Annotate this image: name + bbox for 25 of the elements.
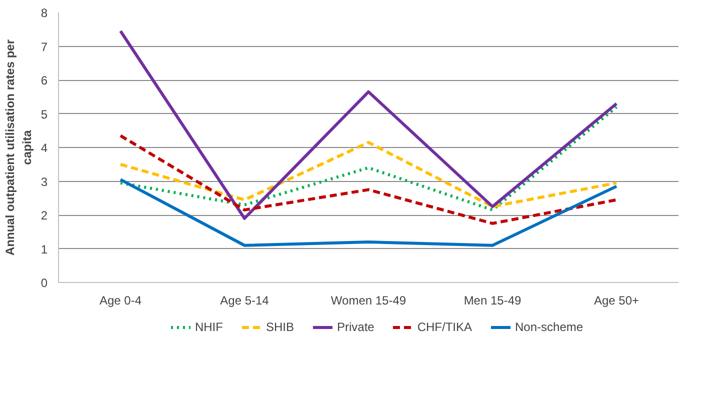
legend-label: CHF/TIKA	[417, 320, 472, 334]
y-tick-label: 5	[40, 107, 48, 122]
line-series	[119, 106, 618, 212]
y-tick-label: 2	[40, 208, 48, 222]
y-tick-label: 8	[40, 6, 48, 20]
x-tick-label: Men 15-49	[464, 294, 522, 308]
legend-label: Non-scheme	[515, 320, 584, 334]
line-series	[119, 30, 618, 220]
line-series	[119, 178, 618, 247]
x-tick-label: Age 5-14	[220, 294, 270, 308]
y-axis-title: Annual outpatient utilisation rates per capita	[3, 39, 34, 256]
y-tick-label: 7	[40, 40, 48, 54]
y-tick-label: 1	[40, 242, 48, 256]
line-series	[119, 134, 618, 225]
y-tick-label: 4	[40, 141, 48, 155]
legend-label: SHIB	[266, 320, 294, 334]
y-tick-label: 0	[40, 276, 48, 290]
x-tick-label: Age 50+	[594, 294, 640, 308]
line-series	[119, 140, 618, 208]
legend-label: Private	[336, 320, 374, 334]
x-tick-label: Women 15-49	[330, 294, 406, 308]
x-tick-label: Age 0-4	[99, 294, 142, 308]
legend-label: NHIF	[194, 320, 223, 334]
y-tick-label: 3	[40, 174, 48, 189]
y-tick-label: 6	[40, 74, 48, 88]
